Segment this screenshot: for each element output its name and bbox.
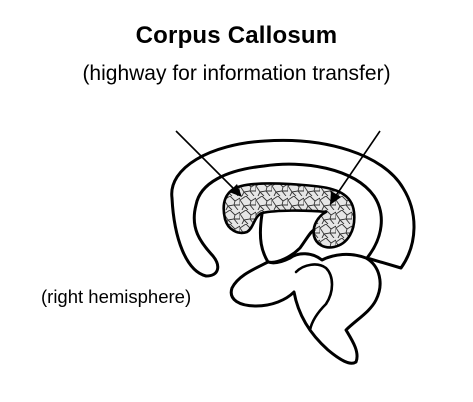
diagram-title: Corpus Callosum <box>135 22 338 49</box>
corpus-callosum <box>222 182 356 249</box>
left-pointer-arrow <box>175 130 242 197</box>
right-pointer-arrow <box>330 130 381 205</box>
cortex-outline <box>170 138 416 278</box>
cerebellum-contour <box>294 263 334 332</box>
diagram-subtitle: (highway for information transfer) <box>82 62 391 85</box>
right-hemisphere-label: (right hemisphere) <box>41 286 192 307</box>
brainstem-outline <box>229 252 382 365</box>
